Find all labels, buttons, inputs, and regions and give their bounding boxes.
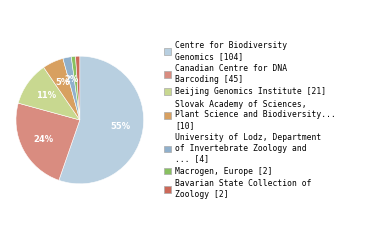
Wedge shape <box>18 67 80 120</box>
Text: 2%: 2% <box>64 75 79 84</box>
Wedge shape <box>16 103 80 180</box>
Text: 5%: 5% <box>55 78 70 87</box>
Wedge shape <box>63 57 80 120</box>
Text: 11%: 11% <box>36 91 56 101</box>
Wedge shape <box>44 58 80 120</box>
Text: 24%: 24% <box>33 135 53 144</box>
Wedge shape <box>71 56 80 120</box>
Text: 55%: 55% <box>111 122 131 132</box>
Wedge shape <box>59 56 144 184</box>
Wedge shape <box>76 56 80 120</box>
Legend: Centre for Biodiversity
Genomics [104], Canadian Centre for DNA
Barcoding [45], : Centre for Biodiversity Genomics [104], … <box>164 41 336 199</box>
